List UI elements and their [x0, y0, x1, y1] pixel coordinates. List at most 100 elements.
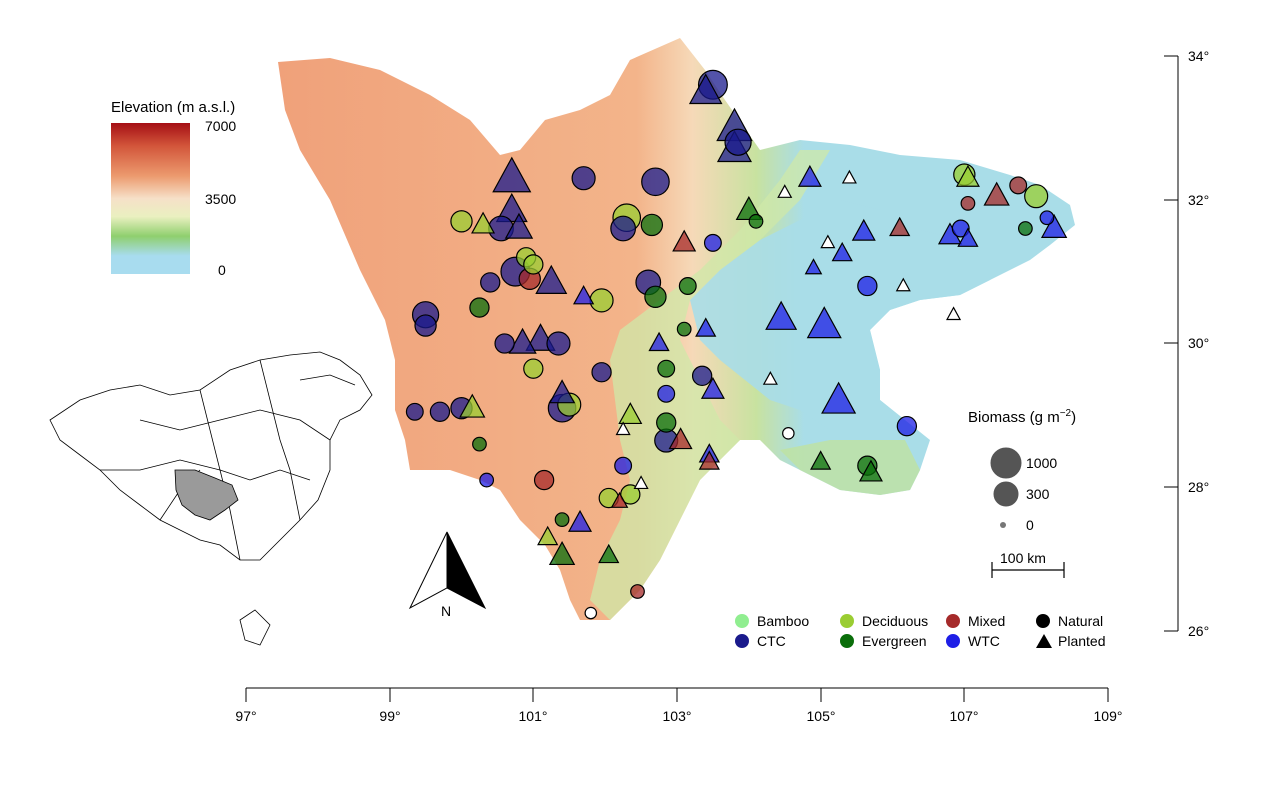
natural-site-marker [951, 219, 970, 238]
legend-ctc: CTC [735, 633, 786, 649]
planted-site-marker [548, 540, 576, 566]
planted-site-marker [572, 284, 595, 305]
natural-site-marker [748, 213, 764, 229]
planted-site-marker [568, 509, 593, 532]
elevation-colorbar [111, 123, 190, 274]
legend-wtc: WTC [946, 633, 1000, 649]
planted-site-marker [610, 491, 629, 508]
x-tick-105: 105° [806, 708, 836, 724]
natural-site-marker [857, 275, 878, 297]
planted-site-marker [471, 211, 496, 234]
planted-site-marker [955, 164, 980, 187]
natural-site-marker [644, 285, 667, 308]
planted-site-marker [957, 227, 979, 247]
planted-site-marker [648, 331, 670, 352]
y-axis [1164, 55, 1179, 632]
natural-site-marker [591, 362, 612, 383]
natural-site-marker [610, 215, 637, 242]
planted-site-marker [735, 195, 763, 221]
planted-site-marker [668, 427, 693, 450]
planted-site-marker [695, 317, 717, 337]
natural-site-marker [656, 412, 677, 433]
wtc-swatch-icon [946, 634, 960, 648]
natural-site-marker [641, 167, 670, 197]
planted-site-marker [700, 376, 725, 399]
circle-icon [1036, 614, 1050, 628]
natural-site-marker [546, 331, 571, 356]
natural-site-marker [494, 333, 515, 354]
planted-site-marker [548, 379, 576, 404]
natural-site-marker [1024, 184, 1049, 209]
biomass-legend-300 [993, 481, 1019, 507]
foothills [590, 150, 830, 620]
planted-site-marker [858, 459, 883, 482]
planted-site-marker [537, 525, 559, 546]
natural-site-marker [1009, 176, 1028, 195]
natural-site-marker [1017, 221, 1033, 236]
natural-site-marker [523, 254, 544, 275]
planted-site-marker [504, 212, 534, 239]
elevation-tick-mid: 3500 [205, 191, 237, 207]
x-axis [245, 687, 1109, 702]
planted-site-marker [765, 300, 798, 330]
x-tick-97: 97° [235, 708, 257, 724]
scale-bar-label: 100 km [1000, 550, 1046, 566]
china-inset [49, 351, 373, 646]
planted-site-marker [804, 258, 823, 275]
biomass-label-1000: 1000 [1026, 455, 1058, 471]
natural-site-marker [630, 584, 645, 599]
natural-site-marker [429, 401, 451, 422]
natural-site-marker [405, 402, 424, 421]
planted-site-marker [983, 181, 1010, 206]
elevation-legend-title: Elevation (m a.s.l.) [111, 99, 236, 116]
natural-site-marker [414, 314, 437, 337]
evergreen-swatch-icon [840, 634, 854, 648]
planted-site-marker [672, 229, 697, 252]
y-tick-32: 32° [1188, 192, 1210, 208]
planted-site-marker [688, 73, 723, 105]
planted-site-marker [831, 241, 853, 262]
natural-site-marker [472, 436, 487, 452]
x-tick-109: 109° [1093, 708, 1123, 724]
natural-site-marker [1039, 210, 1055, 226]
natural-site-marker [479, 472, 495, 488]
planted-site-marker [889, 216, 911, 237]
planted-site-marker [810, 450, 832, 470]
elevation-tick-max: 7000 [205, 118, 237, 134]
planted-site-marker [777, 184, 793, 198]
natural-site-marker [724, 128, 752, 156]
planted-site-marker [633, 475, 649, 490]
scale-bar [991, 562, 1065, 578]
sichuan-inset-highlight [174, 469, 239, 521]
natural-site-marker [589, 288, 614, 313]
biomass-legend-0 [1000, 522, 1006, 528]
legend-bamboo: Bamboo [735, 613, 809, 629]
natural-site-marker [896, 415, 918, 437]
natural-site-marker [584, 606, 598, 620]
planted-site-marker [797, 164, 822, 187]
bamboo-swatch-icon [735, 614, 749, 628]
legend-natural: Natural [1036, 613, 1103, 629]
planted-site-marker [820, 234, 836, 249]
planted-site-marker [841, 169, 857, 184]
north-label: N [441, 603, 452, 619]
natural-site-marker [469, 297, 490, 318]
x-tick-107: 107° [949, 708, 979, 724]
y-tick-28: 28° [1188, 479, 1210, 495]
planted-site-marker [698, 450, 720, 470]
deciduous-swatch-icon [840, 614, 854, 628]
sample-sites [405, 69, 1068, 620]
planted-site-marker [618, 402, 643, 425]
planted-site-marker [895, 277, 911, 292]
legend-planted: Planted [1036, 633, 1105, 649]
planted-site-marker [615, 421, 631, 436]
triangle-icon [1036, 634, 1052, 648]
north-arrow-icon [408, 531, 487, 610]
natural-site-marker [554, 512, 570, 527]
natural-site-marker [703, 233, 722, 252]
planted-site-marker [1040, 213, 1068, 238]
legend-mixed: Mixed [946, 613, 1005, 629]
biomass-legend-1000 [990, 447, 1022, 479]
natural-site-marker [678, 277, 697, 295]
y-tick-26: 26° [1188, 623, 1210, 639]
